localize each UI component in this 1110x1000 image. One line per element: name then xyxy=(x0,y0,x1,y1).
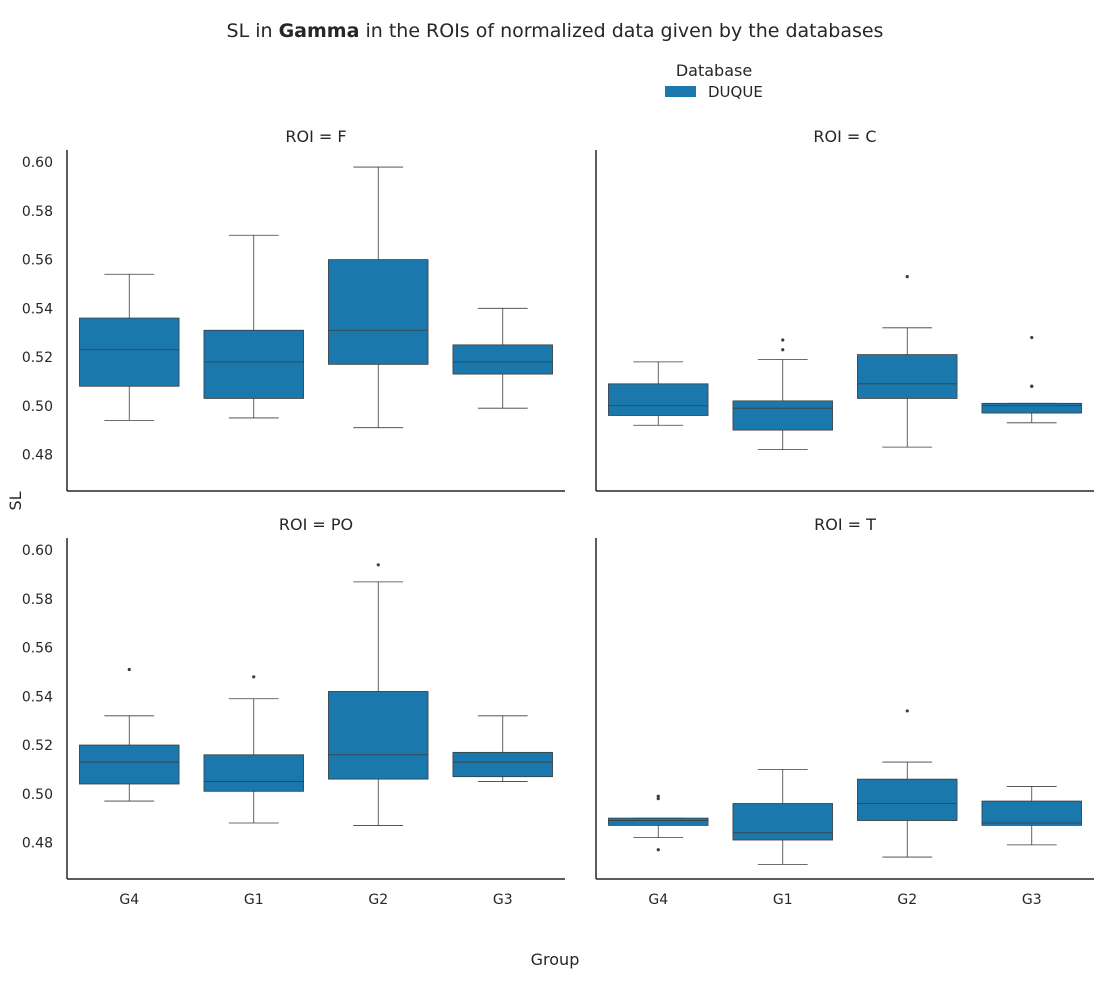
panel-title: ROI = F xyxy=(285,127,346,146)
panel-2: ROI = PO 0.48 0.50 0.52 0.54 0.56 0.58 0.60 G4 G1… xyxy=(22,515,565,908)
y-axis-label: SL xyxy=(6,491,25,510)
y-tick-label: 0.48 xyxy=(22,835,53,851)
y-tick-label: 0.56 xyxy=(22,641,53,657)
box-g2 xyxy=(857,709,958,858)
y-tick-label: 0.54 xyxy=(22,689,53,705)
box-g1 xyxy=(732,768,833,865)
x-tick-label: G2 xyxy=(368,892,388,908)
x-tick-label: G2 xyxy=(897,892,917,908)
box-g3 xyxy=(452,715,553,782)
panel-0: ROI = F 0.48 0.50 0.52 0.54 0.56 0.58 0.60 xyxy=(22,127,565,492)
figure-title-prefix: SL in xyxy=(227,20,279,42)
outlier-point xyxy=(656,797,660,801)
legend: Database DUQUE xyxy=(665,61,763,101)
box-g1 xyxy=(732,338,833,450)
outlier-point xyxy=(656,848,660,852)
y-tick-label: 0.50 xyxy=(22,787,53,803)
y-tick-label: 0.60 xyxy=(22,155,53,171)
box-g1 xyxy=(203,234,304,419)
x-tick-label: G1 xyxy=(773,892,793,908)
outlier-point xyxy=(656,794,660,798)
figure-title-bold: Gamma xyxy=(279,20,360,42)
x-tick-label: G4 xyxy=(119,892,139,908)
outlier-point xyxy=(1030,384,1034,388)
panel-title: ROI = C xyxy=(813,127,876,146)
figure-title-suffix: in the ROIs of normalized data given by … xyxy=(359,20,883,42)
y-tick-label: 0.52 xyxy=(22,350,53,366)
outlier-point xyxy=(905,709,909,713)
y-tick-label: 0.48 xyxy=(22,447,53,463)
panel-1: ROI = C xyxy=(595,127,1094,492)
box-iqr xyxy=(732,400,833,431)
box-g4 xyxy=(608,361,709,426)
y-tick-label: 0.58 xyxy=(22,592,53,608)
box-g2 xyxy=(328,166,429,429)
x-tick-label: G1 xyxy=(244,892,264,908)
box-g3 xyxy=(981,786,1082,846)
outlier-point xyxy=(905,275,909,279)
box-iqr xyxy=(732,803,833,841)
outlier-point xyxy=(781,338,785,342)
box-iqr xyxy=(857,354,958,399)
box-g4 xyxy=(79,273,180,421)
box-iqr xyxy=(203,329,304,399)
y-tick-label: 0.52 xyxy=(22,738,53,754)
y-tick-label: 0.58 xyxy=(22,204,53,220)
panel-title: ROI = T xyxy=(814,515,876,534)
box-g4 xyxy=(79,667,180,802)
legend-title: Database xyxy=(676,61,752,80)
box-iqr xyxy=(203,754,304,792)
outlier-point xyxy=(127,667,131,672)
outlier-point xyxy=(252,675,256,679)
x-axis-label: Group xyxy=(531,950,580,969)
box-g2 xyxy=(328,563,429,826)
outlier-point xyxy=(781,348,785,352)
box-iqr xyxy=(608,817,709,826)
outlier-point xyxy=(376,563,380,567)
box-iqr xyxy=(328,691,429,780)
box-iqr xyxy=(608,383,709,416)
box-g4 xyxy=(608,794,709,852)
box-iqr xyxy=(452,344,553,375)
box-g2 xyxy=(857,275,958,448)
box-iqr xyxy=(981,402,1082,414)
legend-label-duque: DUQUE xyxy=(708,83,763,101)
box-iqr xyxy=(452,751,553,778)
box-g3 xyxy=(452,307,553,409)
outlier-point xyxy=(1030,335,1034,340)
legend-swatch-duque xyxy=(665,86,696,97)
figure-title: SL in Gamma in the ROIs of normalized da… xyxy=(227,20,884,42)
box-g1 xyxy=(203,675,304,824)
y-tick-label: 0.54 xyxy=(22,301,53,317)
box-iqr xyxy=(79,317,180,387)
box-iqr xyxy=(857,778,958,821)
y-tick-label: 0.50 xyxy=(22,399,53,415)
x-tick-label: G3 xyxy=(1022,892,1042,908)
x-tick-label: G4 xyxy=(648,892,668,908)
y-tick-label: 0.60 xyxy=(22,543,53,559)
box-iqr xyxy=(981,800,1082,826)
box-iqr xyxy=(328,259,429,365)
box-g3 xyxy=(981,335,1082,424)
panel-title: ROI = PO xyxy=(279,515,353,534)
x-tick-label: G3 xyxy=(493,892,513,908)
y-tick-label: 0.56 xyxy=(22,253,53,269)
box-iqr xyxy=(79,744,180,785)
panel-3: ROI = T G4 G1 G2 G3 xyxy=(595,515,1094,908)
